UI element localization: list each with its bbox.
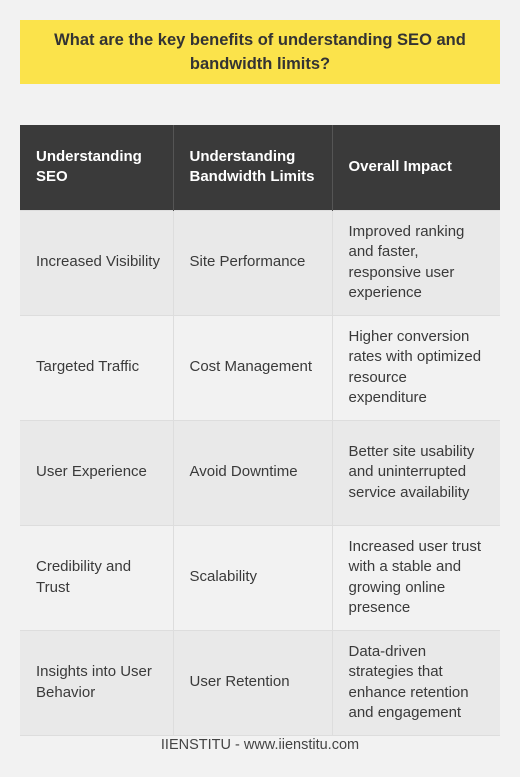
- table-row: Targeted Traffic Cost Management Higher …: [20, 315, 500, 420]
- impact-cell: Improved ranking and faster, responsive …: [348, 222, 465, 302]
- header-row: Understanding SEO Understanding Bandwidt…: [20, 125, 500, 210]
- table-row: User Experience Avoid Downtime Better si…: [20, 420, 500, 525]
- seo-cell: User Experience: [20, 420, 174, 525]
- table-row: Credibility and Trust Scalability Increa…: [20, 525, 500, 630]
- seo-cell: Credibility and Trust: [20, 525, 174, 630]
- bandwidth-cell: User Retention: [173, 630, 333, 735]
- table-header: Understanding SEO Understanding Bandwidt…: [20, 125, 500, 210]
- impact-cell: Better site usability and uninterrupted …: [348, 442, 475, 501]
- title-banner: What are the key benefits of understandi…: [20, 20, 500, 84]
- bandwidth-cell: Avoid Downtime: [173, 420, 333, 525]
- column-header-impact: Overall Impact: [348, 158, 452, 176]
- page-title: What are the key benefits of understandi…: [54, 31, 466, 73]
- benefits-table: Understanding SEO Understanding Bandwidt…: [20, 125, 500, 736]
- seo-cell: Increased Visibility: [20, 210, 174, 315]
- impact-cell: Higher conversion rates with optimized r…: [348, 327, 482, 407]
- bandwidth-cell: Cost Management: [173, 315, 333, 420]
- table-row: Increased Visibility Site Performance Im…: [20, 210, 500, 315]
- column-header-bandwidth: Understanding Bandwidth Limits: [173, 125, 333, 210]
- footer-credit: IIENSTITU - www.iienstitu.com: [160, 737, 360, 753]
- bandwidth-cell: Scalability: [173, 525, 333, 630]
- impact-cell: Data-driven strategies that enhance rete…: [348, 642, 469, 722]
- seo-cell: Targeted Traffic: [20, 315, 174, 420]
- impact-cell: Increased user trust with a stable and g…: [348, 537, 482, 617]
- seo-cell: Insights into User Behavior: [20, 630, 174, 735]
- table-body: Increased Visibility Site Performance Im…: [20, 210, 500, 735]
- column-header-seo: Understanding SEO: [20, 125, 174, 210]
- table-row: Insights into User Behavior User Retenti…: [20, 630, 500, 735]
- bandwidth-cell: Site Performance: [173, 210, 333, 315]
